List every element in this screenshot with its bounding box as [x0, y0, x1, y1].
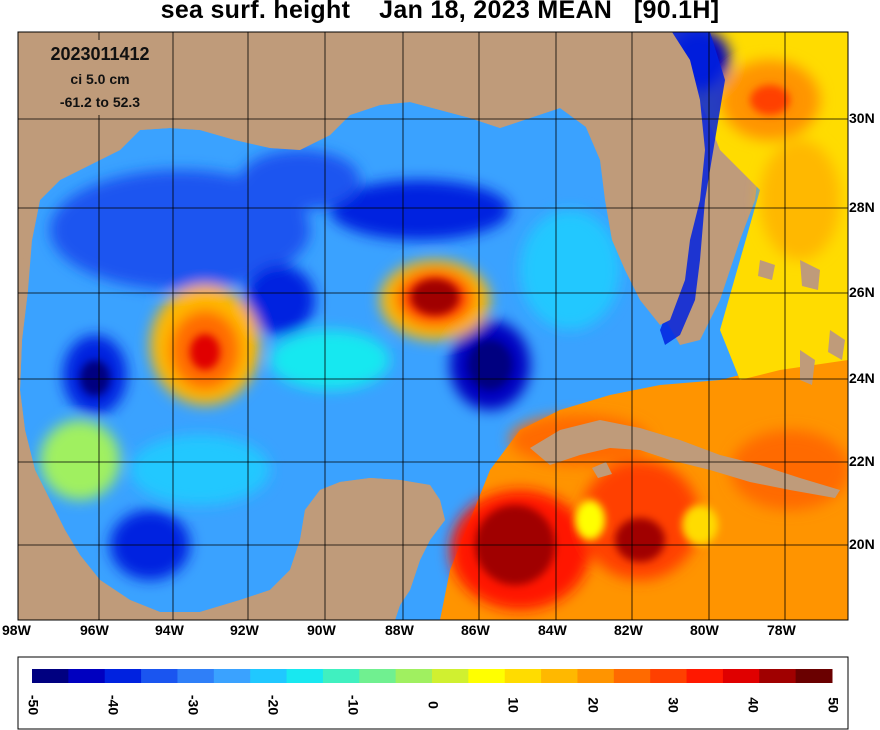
lon-label-86w: 86W — [461, 622, 490, 638]
lon-label-98w: 98W — [2, 622, 31, 638]
us-gulf-coast — [18, 32, 705, 325]
lon-label-78w: 78W — [767, 622, 796, 638]
contour-interval-label: ci 5.0 cm — [70, 71, 130, 87]
date-code-label: 2023011412 — [50, 44, 150, 64]
lon-label-88w: 88W — [385, 622, 414, 638]
cuba-island — [530, 420, 840, 498]
lat-label-28n: 28N — [849, 199, 875, 215]
lat-label-26n: 26N — [849, 284, 875, 300]
lon-label-84w: 84W — [538, 622, 567, 638]
lon-label-94w: 94W — [155, 622, 184, 638]
lon-label-92w: 92W — [230, 622, 259, 638]
lat-lon-grid — [18, 32, 848, 620]
map-frame — [17, 31, 849, 621]
value-range-label: -61.2 to 52.3 — [59, 94, 141, 110]
lat-label-30n: 30N — [849, 110, 875, 126]
lat-label-24n: 24N — [849, 370, 875, 386]
lat-label-22n: 22N — [849, 453, 875, 469]
lon-label-90w: 90W — [307, 622, 336, 638]
lon-label-82w: 82W — [614, 622, 643, 638]
info-box — [30, 40, 170, 115]
map-title: sea surf. height Jan 18, 2023 MEAN [90.1… — [160, 0, 720, 24]
mexico-coast — [18, 270, 445, 620]
lat-label-20n: 20N — [849, 536, 875, 552]
isla-juventud — [592, 462, 612, 478]
lon-label-80w: 80W — [690, 622, 719, 638]
lon-label-96w: 96W — [80, 622, 109, 638]
bahamas-islands — [758, 260, 845, 385]
